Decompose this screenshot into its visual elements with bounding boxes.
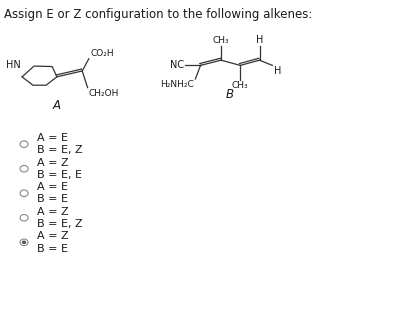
Text: Assign E or Z configuration to the following alkenes:: Assign E or Z configuration to the follo…	[4, 8, 312, 21]
Text: B = E, E: B = E, E	[37, 170, 82, 180]
Text: B = E, Z: B = E, Z	[37, 146, 83, 155]
Text: A = Z: A = Z	[37, 207, 69, 216]
Text: H: H	[256, 35, 263, 44]
Circle shape	[20, 215, 28, 221]
Text: A = E: A = E	[37, 133, 68, 143]
Text: H₂NH₂C: H₂NH₂C	[160, 80, 194, 89]
Circle shape	[22, 241, 26, 244]
Text: CH₃: CH₃	[213, 36, 229, 44]
Text: A = Z: A = Z	[37, 231, 69, 241]
Circle shape	[20, 165, 28, 172]
Text: NC: NC	[170, 60, 184, 70]
Text: B = E: B = E	[37, 195, 68, 204]
Circle shape	[20, 190, 28, 197]
Circle shape	[20, 239, 28, 246]
Text: B = E, Z: B = E, Z	[37, 219, 83, 229]
Text: B: B	[226, 88, 234, 101]
Text: A = E: A = E	[37, 182, 68, 192]
Text: A: A	[53, 99, 61, 112]
Text: A = Z: A = Z	[37, 158, 69, 167]
Text: CO₂H: CO₂H	[90, 49, 113, 58]
Circle shape	[20, 141, 28, 147]
Text: CH₂OH: CH₂OH	[89, 89, 119, 98]
Text: H: H	[273, 66, 281, 76]
Text: HN: HN	[6, 60, 20, 70]
Text: B = E: B = E	[37, 244, 68, 253]
Text: CH₃: CH₃	[232, 81, 249, 90]
